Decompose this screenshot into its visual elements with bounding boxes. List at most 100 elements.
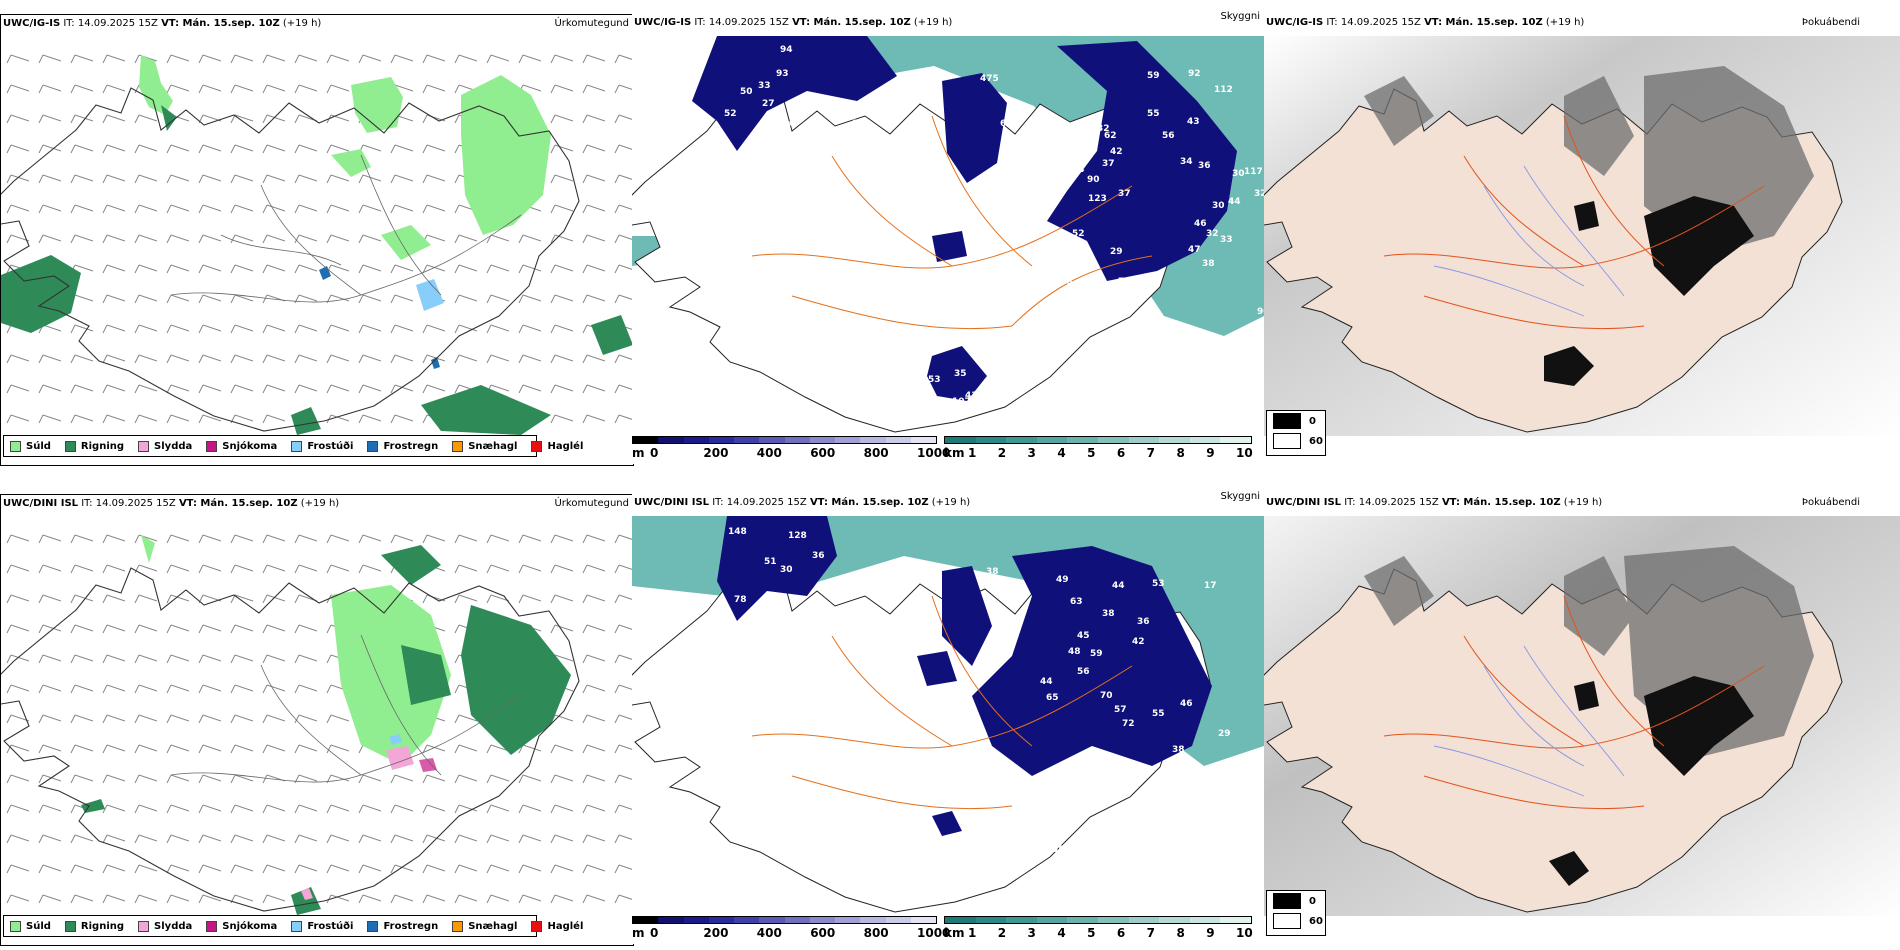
wind-barb: [230, 744, 254, 754]
wind-barb: [102, 564, 126, 574]
wind-barb: [294, 144, 318, 154]
wind-barb: [134, 234, 158, 244]
wind-barb: [486, 534, 510, 544]
wind-barb: [550, 564, 574, 574]
wind-barb: [326, 834, 350, 844]
wind-barb: [358, 174, 382, 184]
wind-barb: [582, 834, 606, 844]
visibility-swatch: [945, 437, 976, 443]
visibility-swatch: [945, 917, 976, 923]
legend-item-1: Rigning: [64, 920, 124, 932]
wind-barb: [550, 534, 574, 544]
wind-barb: [198, 564, 222, 574]
cloud-base-labels: 9493503327523781994754043326242379750449…: [724, 45, 1264, 419]
cloud-base-label: 70: [1100, 691, 1113, 701]
wind-barb: [582, 174, 606, 184]
wind-barb: [614, 114, 633, 124]
legend-label: Súld: [26, 920, 51, 932]
visibility-tick: 7: [1146, 446, 1156, 460]
freezing-drizzle-area: [389, 734, 402, 745]
cloud-base-swatch: [633, 437, 659, 443]
legend-swatch: [531, 440, 543, 452]
wind-barb: [358, 414, 382, 424]
wind-barb: [70, 384, 94, 394]
wind-barb: [102, 594, 126, 604]
wind-barb: [390, 204, 414, 214]
cloud-base-swatch: [910, 917, 936, 923]
wind-barb: [358, 54, 382, 64]
wind-barb: [6, 414, 30, 424]
wind-barb: [390, 294, 414, 304]
sleet-area: [301, 746, 414, 900]
wind-barb: [518, 354, 542, 364]
wind-barb: [6, 714, 30, 724]
cloud-base-label: 41: [1152, 809, 1165, 819]
precip-shading: [81, 535, 571, 915]
wind-barb: [134, 864, 158, 874]
wind-barb: [198, 894, 222, 904]
wind-barb: [614, 804, 633, 814]
wind-barb: [422, 84, 446, 94]
wind-barb: [134, 834, 158, 844]
cloud-base-label: 97: [1057, 151, 1070, 161]
wind-barb: [486, 54, 510, 64]
wind-barb: [454, 864, 478, 874]
wind-barb: [422, 744, 446, 754]
wind-barb: [6, 144, 30, 154]
wind-barb: [262, 114, 286, 124]
wind-barb: [102, 264, 126, 274]
wind-barb: [550, 834, 574, 844]
legend-label: Haglél: [547, 920, 584, 932]
wind-barb: [198, 684, 222, 694]
wind-barb: [262, 834, 286, 844]
wind-barb: [582, 894, 606, 904]
cloud-base-label: 65: [1000, 119, 1013, 129]
wind-barb: [294, 564, 318, 574]
wind-barb: [38, 384, 62, 394]
wind-barb: [198, 144, 222, 154]
precip-type-legend: Súld Rigning Slydda Snjókoma Frostúði Frostre…: [3, 435, 583, 457]
fog-indicator-panel: UWC/DINI ISL IT: 14.09.2025 15Z VT: Mán.…: [1264, 494, 1900, 944]
wind-barb: [390, 804, 414, 814]
cloud-base-label: 43: [1042, 113, 1055, 123]
wind-barb: [38, 144, 62, 154]
wind-barb: [486, 894, 510, 904]
legend-label: Slydda: [154, 920, 193, 932]
wind-barb: [486, 804, 510, 814]
wind-barb: [166, 264, 190, 274]
wind-barb: [198, 774, 222, 784]
visibility-swatch: [1128, 437, 1160, 443]
cloud-base-label: 59: [1147, 71, 1160, 81]
wind-barb: [550, 384, 574, 394]
wind-barb: [294, 234, 318, 244]
wind-barb: [614, 234, 633, 244]
wind-barb: [422, 144, 446, 154]
cloud-base-label: 63: [1070, 597, 1083, 607]
wind-barb: [38, 234, 62, 244]
legend-item-3: Snjókoma: [206, 920, 278, 932]
wind-barb: [6, 864, 30, 874]
legend-swatch: [291, 920, 303, 932]
visibility-colorbar: km 1 2 3 4 5 6 7 8 9 10: [944, 436, 1253, 460]
cloud-base-label: 36: [812, 551, 825, 561]
wind-barb: [198, 624, 222, 634]
wind-barb: [198, 234, 222, 244]
lead-time: (+19 h): [300, 498, 340, 509]
wind-barb: [582, 144, 606, 154]
init-time: IT: 14.09.2025 15Z: [81, 498, 176, 509]
wind-barb: [38, 354, 62, 364]
panel-title: Skyggni: [1220, 491, 1260, 502]
wind-barb: [198, 204, 222, 214]
wind-barb: [230, 174, 254, 184]
wind-barb: [358, 864, 382, 874]
panel-header: UWC/DINI ISL IT: 14.09.2025 15Z VT: Mán.…: [1266, 494, 1900, 512]
wind-barb: [166, 564, 190, 574]
wind-barb: [358, 324, 382, 334]
legend-label: Slydda: [154, 440, 193, 452]
wind-barb: [230, 114, 254, 124]
wind-barb: [230, 264, 254, 274]
wind-barb: [390, 324, 414, 334]
cloud-base-unit: m: [632, 926, 645, 940]
wind-barb: [230, 84, 254, 94]
legend-label: Snjókoma: [222, 920, 278, 932]
